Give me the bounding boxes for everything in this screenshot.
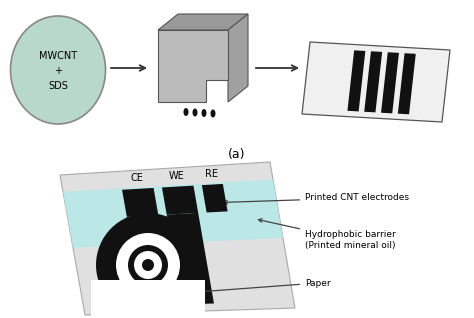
- Circle shape: [142, 259, 154, 271]
- Polygon shape: [158, 30, 228, 102]
- Text: WE: WE: [169, 171, 184, 181]
- Polygon shape: [381, 52, 399, 113]
- Text: SDS: SDS: [48, 81, 68, 91]
- Polygon shape: [158, 14, 248, 30]
- Polygon shape: [302, 42, 450, 122]
- Text: Printed CNT electrodes: Printed CNT electrodes: [224, 193, 409, 204]
- Text: (a): (a): [228, 148, 246, 161]
- Ellipse shape: [210, 109, 216, 117]
- Polygon shape: [127, 215, 174, 306]
- Text: Hydrophobic barrier
(Printed mineral oil): Hydrophobic barrier (Printed mineral oil…: [258, 219, 396, 250]
- Text: (b): (b): [176, 301, 194, 314]
- Text: +: +: [54, 66, 62, 76]
- Polygon shape: [398, 53, 416, 114]
- Circle shape: [128, 245, 168, 285]
- Polygon shape: [162, 186, 198, 215]
- Polygon shape: [60, 162, 295, 315]
- Text: Paper: Paper: [149, 279, 331, 297]
- Text: CE: CE: [130, 173, 143, 183]
- Polygon shape: [364, 51, 382, 112]
- Circle shape: [116, 233, 180, 297]
- Polygon shape: [122, 188, 158, 217]
- Polygon shape: [167, 213, 214, 305]
- Text: MWCNT: MWCNT: [39, 51, 77, 61]
- Polygon shape: [202, 184, 228, 212]
- Polygon shape: [228, 14, 248, 102]
- Ellipse shape: [183, 108, 189, 116]
- Circle shape: [134, 251, 162, 279]
- Ellipse shape: [10, 16, 106, 124]
- Text: RE: RE: [205, 169, 218, 179]
- Ellipse shape: [192, 108, 198, 116]
- Ellipse shape: [201, 109, 207, 117]
- Circle shape: [96, 213, 200, 317]
- Polygon shape: [91, 280, 205, 318]
- Polygon shape: [347, 50, 365, 111]
- Polygon shape: [63, 180, 283, 248]
